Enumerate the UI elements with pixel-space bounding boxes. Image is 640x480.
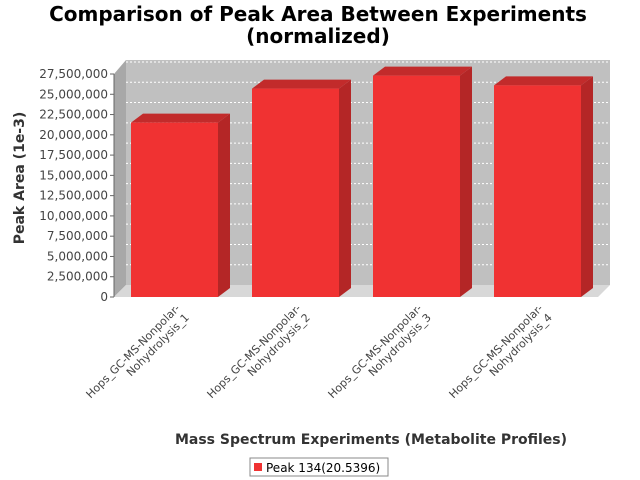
legend-swatch: [254, 463, 262, 471]
chart-title-line1: Comparison of Peak Area Between Experime…: [49, 2, 587, 26]
x-tick-label-line1: Hops_GC-MS-Nonpolar-: [84, 302, 183, 401]
y-tick-label: 27,500,000: [39, 67, 108, 81]
bar-front: [373, 75, 460, 297]
bar-top: [252, 79, 351, 89]
x-tick-label-line1: Hops_GC-MS-Nonpolar-: [447, 302, 546, 401]
legend-label: Peak 134(20.5396): [266, 461, 380, 475]
y-axis: 0 2,500,000 5,000,000 7,500,000 10,000,000 12…: [39, 67, 115, 304]
y-tick-label: 15,000,000: [39, 168, 108, 182]
legend: Peak 134(20.5396): [249, 457, 389, 477]
bar-front: [131, 122, 218, 298]
y-tick-label: 25,000,000: [39, 87, 108, 101]
bar-side: [339, 79, 351, 297]
plot-left-wall: [114, 60, 126, 297]
x-axis: Hops_GC-MS-Nonpolar-Nohydrolysis_1 Hops_G…: [84, 302, 555, 410]
bar-top: [131, 113, 230, 123]
y-tick-label: 2,500,000: [47, 270, 108, 284]
x-tick-label-line1: Hops_GC-MS-Nonpolar-: [326, 302, 425, 401]
x-tick-label: Hops_GC-MS-Nonpolar-Nohydrolysis_1: [84, 302, 192, 410]
y-tick-label: 0: [100, 290, 108, 304]
bar-front: [252, 88, 339, 297]
bar-side: [581, 76, 593, 298]
bar-top: [373, 66, 472, 76]
y-axis-label: Peak Area (1e-3): [12, 112, 28, 245]
bar-top: [494, 76, 593, 86]
y-tick-label: 17,500,000: [39, 148, 108, 162]
x-tick-label: Hops_GC-MS-Nonpolar-Nohydrolysis_3: [326, 302, 434, 410]
chart-title-line2: (normalized): [246, 24, 390, 48]
bar: [373, 66, 472, 297]
x-tick-label-line1: Hops_GC-MS-Nonpolar-: [205, 302, 304, 401]
bar-front: [494, 85, 581, 298]
y-tick-label: 22,500,000: [39, 108, 108, 122]
bars: [131, 66, 593, 298]
bar: [494, 76, 593, 298]
legend-box: [249, 457, 389, 477]
x-tick-label: Hops_GC-MS-Nonpolar-Nohydrolysis_4: [447, 302, 555, 410]
plot-floor: [114, 285, 610, 297]
y-tick-label: 20,000,000: [39, 128, 108, 142]
y-tick-label: 7,500,000: [47, 229, 108, 243]
x-axis-label: Mass Spectrum Experiments (Metabolite Pr…: [175, 432, 567, 448]
bar-side: [218, 113, 230, 298]
x-tick-label: Hops_GC-MS-Nonpolar-Nohydrolysis_2: [205, 302, 313, 410]
bar-side: [460, 66, 472, 297]
bar: [131, 113, 230, 298]
bar: [252, 79, 351, 297]
y-tick-label: 10,000,000: [39, 209, 108, 223]
y-tick-label: 5,000,000: [47, 249, 108, 263]
y-tick-label: 12,500,000: [39, 189, 108, 203]
